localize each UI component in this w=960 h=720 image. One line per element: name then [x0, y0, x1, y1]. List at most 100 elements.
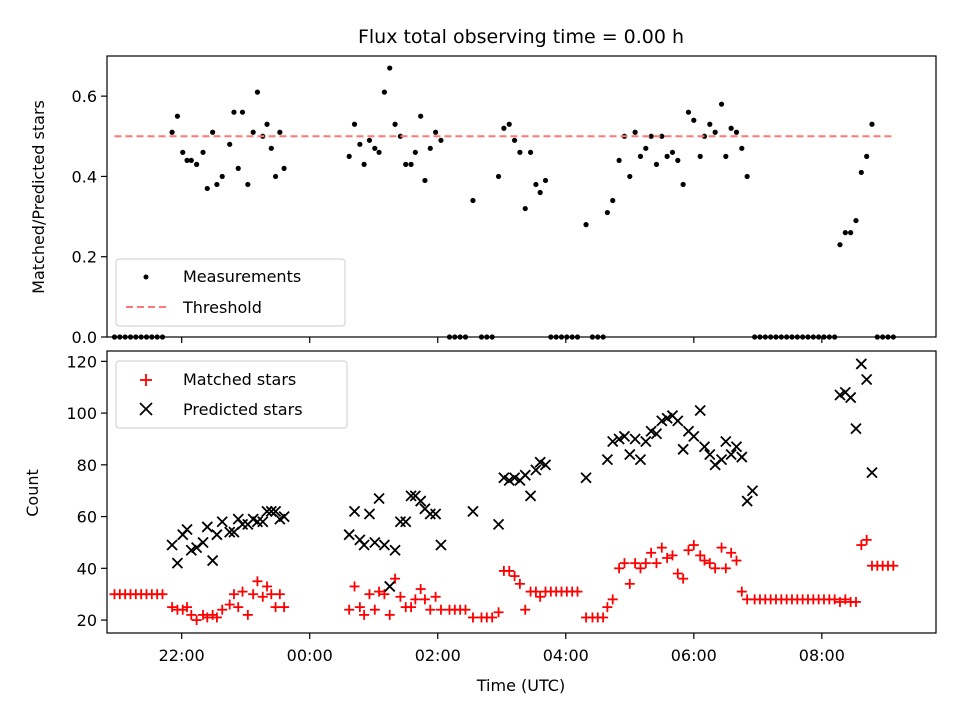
measurement-point: [194, 161, 200, 167]
predicted-star-point: [378, 539, 391, 551]
predicted-star-point: [206, 554, 219, 567]
predicted-star-point: [720, 435, 732, 448]
matched-star-point: [662, 552, 673, 563]
measurement-point: [583, 222, 589, 228]
predicted-star-point: [640, 435, 652, 448]
measurement-point: [885, 334, 891, 340]
measurement-point: [227, 141, 233, 147]
measurement-point: [357, 141, 363, 147]
matched-star-point: [467, 612, 478, 623]
measurement-point: [739, 145, 745, 151]
matched-star-point: [888, 560, 899, 571]
measurement-point: [245, 181, 251, 188]
predicted-star-point: [394, 516, 407, 528]
measurement-point: [138, 334, 144, 340]
measurement-point: [204, 185, 210, 192]
matched-star-point: [504, 565, 515, 576]
measurement-point: [832, 334, 838, 340]
matched-star-point: [364, 589, 375, 600]
measurement-point: [470, 197, 476, 204]
predicted-star-point: [211, 529, 223, 541]
matched-star-point: [716, 542, 727, 553]
matched-star-point: [651, 558, 662, 569]
measurement-point: [826, 334, 832, 340]
top-panel: Matched/Predicted stars 0.0 0.2 0.4 0.6 Mea…: [29, 55, 937, 347]
predicted-star-point: [373, 492, 385, 505]
predicted-star-point: [672, 415, 684, 427]
measurement-point: [254, 89, 261, 95]
x-tick-label: 04:00: [543, 646, 589, 665]
measurement-point: [610, 197, 616, 204]
measurement-point: [268, 145, 274, 151]
predicted-star-point: [424, 508, 436, 520]
measurement-point: [680, 181, 686, 188]
bottom-axes: 22:00 00:00 02:00 04:00 06:00 08:00 20 40 60 80 10…: [66, 352, 844, 665]
predicted-star-point: [348, 505, 361, 518]
predicted-star-point: [358, 539, 370, 551]
measurement-point: [214, 181, 220, 188]
measurement-point: [188, 157, 194, 163]
matched-star-point: [384, 609, 395, 620]
predicted-star-point: [746, 485, 759, 497]
bottom-y-tick-label: 120: [66, 352, 97, 371]
predicted-star-point: [197, 536, 209, 549]
predicted-star-point: [384, 580, 396, 593]
matched-star-point: [598, 612, 609, 623]
measurement-point: [542, 177, 549, 184]
matched-star-point: [850, 596, 861, 607]
predicted-star-point: [429, 508, 442, 520]
measurement-point: [632, 129, 638, 135]
measurement-point: [200, 149, 206, 155]
bottom-y-tick-label: 40: [77, 559, 97, 578]
measurement-point: [707, 121, 713, 127]
measurement-point: [457, 334, 463, 340]
predicted-star-point: [855, 358, 867, 370]
predicted-star-point: [369, 536, 381, 549]
measurement-point: [778, 334, 784, 340]
matched-star-point: [656, 542, 667, 553]
measurement-point: [558, 334, 565, 340]
matched-star-point: [509, 571, 520, 582]
matched-star-point: [167, 602, 178, 613]
matched-star-point: [460, 604, 471, 615]
measurement-point: [376, 149, 382, 155]
measurement-point: [169, 129, 175, 135]
measurement-point: [174, 113, 181, 119]
predicted-star-point: [257, 516, 269, 528]
measurement-point: [712, 129, 718, 135]
matched-star-point: [274, 589, 285, 600]
measurement-point: [869, 121, 875, 127]
measurement-point: [664, 153, 670, 159]
bottom-y-tick-label: 60: [77, 508, 97, 527]
top-y-tick-label: 0.4: [72, 167, 97, 186]
bottom-y-tick-label: 20: [77, 611, 97, 630]
matched-star-point: [270, 602, 281, 613]
matched-star-point: [257, 591, 268, 602]
matched-star-point: [530, 586, 541, 597]
matched-star-point: [535, 591, 546, 602]
top-y-tick-label: 0.6: [72, 87, 97, 106]
x-tick-label: 08:00: [799, 646, 845, 665]
measurement-point: [210, 129, 216, 135]
measurement-point: [842, 230, 848, 236]
measurement-point: [392, 121, 398, 127]
top-legend-box: [115, 258, 346, 327]
bottom-panel: Count Time (UTC) 22:00 00:00 02:00 04:00 06:…: [23, 350, 937, 695]
matched-star-point: [726, 547, 737, 558]
matched-star-point: [182, 602, 193, 613]
measurement-point: [501, 125, 507, 131]
matched-star-point: [688, 540, 699, 551]
matched-star-point: [266, 589, 277, 600]
predicted-star-point: [435, 539, 447, 551]
measurement-point: [462, 334, 469, 340]
measurement-point: [675, 157, 681, 163]
matched-star-point: [419, 594, 430, 605]
matched-star-point: [224, 599, 235, 610]
measurement-point: [127, 334, 134, 340]
predicted-star-point: [688, 430, 700, 443]
matched-star-point: [672, 568, 683, 579]
measurement-point: [616, 157, 622, 163]
matched-star-point: [487, 612, 498, 623]
measurement-point: [452, 334, 458, 340]
